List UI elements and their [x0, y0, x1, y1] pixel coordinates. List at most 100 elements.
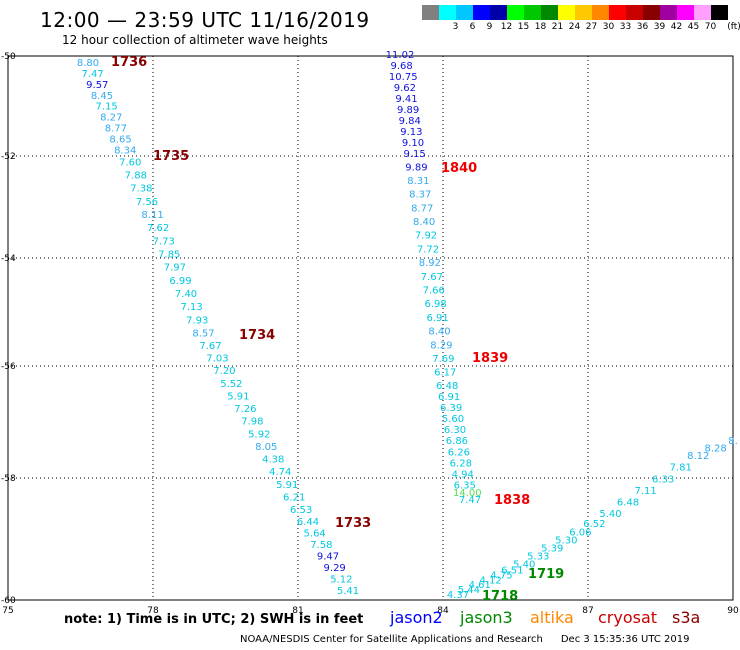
- swh-value: 6.48: [617, 497, 639, 508]
- time-label: 1733: [335, 516, 371, 531]
- swh-value: 5.41: [337, 586, 359, 597]
- swh-value: 6.91: [426, 313, 448, 324]
- swh-value: 8.11: [141, 210, 163, 221]
- swh-value: 7.85: [158, 250, 180, 261]
- swh-value: 7.58: [310, 540, 332, 551]
- swh-value: 6.30: [444, 425, 466, 436]
- swh-value: 6.91: [438, 392, 460, 403]
- legend-label: 70: [704, 22, 717, 32]
- swh-value: 5.92: [248, 429, 270, 440]
- swh-value: 9.89: [405, 162, 427, 173]
- time-label: 1736: [111, 55, 147, 70]
- swh-value: 7.38: [130, 184, 152, 195]
- footer-date: Dec 3 15:35:36 UTC 2019: [560, 634, 690, 645]
- swh-value: 4.61: [469, 580, 491, 591]
- swh-value: 4.38: [262, 455, 284, 466]
- legend-label: 36: [636, 22, 649, 32]
- footer: NOAA/NESDIS Center for Satellite Applica…: [240, 634, 689, 645]
- legend-label: 30: [602, 22, 615, 32]
- legend-unit: (ft): [727, 22, 740, 32]
- swh-value: 7.13: [180, 302, 202, 313]
- legend-label: 9: [486, 22, 493, 32]
- swh-value: 7.67: [199, 341, 221, 352]
- legend-label: 27: [585, 22, 598, 32]
- legend-swatch: [524, 5, 541, 20]
- legend-label: 15: [517, 22, 530, 32]
- time-label: 1734: [239, 328, 275, 343]
- swh-value: 8.92: [419, 258, 441, 269]
- swh-value: 6.98: [425, 299, 447, 310]
- legend-label: 18: [534, 22, 547, 32]
- swh-value: 8.34: [114, 145, 136, 156]
- legend-label: 3: [452, 22, 459, 32]
- legend-swatch: [439, 5, 456, 20]
- legend-swatch: [507, 5, 524, 20]
- swh-value: 6.99: [169, 276, 191, 287]
- swh-value: 8.40: [428, 327, 450, 338]
- lon-tick-label: 81: [292, 606, 303, 616]
- swh-value: 5.40: [599, 509, 621, 520]
- swh-value: 9.62: [394, 83, 416, 94]
- legend-swatch: [609, 5, 626, 20]
- swh-value: 9.41: [395, 94, 417, 105]
- page-title: 12:00 — 23:59 UTC 11/16/2019: [40, 8, 370, 32]
- satellite-cryosat: cryosat: [598, 608, 658, 627]
- legend-label: 12: [500, 22, 513, 32]
- swh-value: 8.27: [100, 113, 122, 124]
- swh-value: 8.31: [407, 176, 429, 187]
- legend-label: 24: [568, 22, 581, 32]
- satellite-jason3: jason3: [460, 608, 513, 627]
- lon-tick-label: 90: [727, 606, 739, 616]
- swh-value: 9.10: [402, 138, 424, 149]
- legend-swatch: [422, 5, 439, 20]
- swh-value: 7.40: [175, 289, 197, 300]
- lat-tick-label: -54: [1, 254, 16, 264]
- legend-label: 21: [551, 22, 564, 32]
- swh-value: 9.68: [390, 61, 412, 72]
- swh-value: 5.12: [330, 575, 352, 586]
- lon-tick-label: 78: [147, 606, 159, 616]
- legend-swatch: [456, 5, 473, 20]
- time-label: 1838: [494, 493, 530, 508]
- swh-value: 8.29: [430, 340, 452, 351]
- legend-swatch: [473, 5, 490, 20]
- swh-value: 7.97: [164, 263, 186, 274]
- swh-value: 7.47: [459, 495, 481, 506]
- swh-value: 6.21: [283, 492, 305, 503]
- swh-value: 7.93: [186, 315, 208, 326]
- swh-value: 6.06: [569, 527, 591, 538]
- swh-value: 5.44: [458, 585, 480, 596]
- swh-value: 7.60: [119, 157, 141, 168]
- footer-org: NOAA/NESDIS Center for Satellite Applica…: [240, 634, 543, 645]
- lat-tick-label: -52: [1, 152, 16, 162]
- legend-swatch: [711, 5, 728, 20]
- swh-value: 5.60: [442, 414, 464, 425]
- swh-value: 9.84: [399, 116, 421, 127]
- swh-value: 5.91: [227, 391, 249, 402]
- lat-tick-label: -58: [1, 474, 16, 484]
- legend-swatch: [677, 5, 694, 20]
- swh-value: 7.11: [634, 486, 656, 497]
- map-frame: [7, 55, 734, 601]
- legend-swatch: [490, 5, 507, 20]
- satellite-s3a: s3a: [672, 608, 701, 627]
- swh-value: 8.77: [105, 124, 127, 135]
- lat-tick-label: -60: [1, 596, 16, 606]
- swh-value: 7.47: [82, 69, 104, 80]
- swh-value: 7.26: [234, 404, 256, 415]
- legend-swatch: [626, 5, 643, 20]
- swh-value: 5.52: [220, 379, 242, 390]
- swh-value: 8.37: [409, 190, 431, 201]
- swh-value: 6.53: [290, 505, 312, 516]
- swh-value: 7.72: [417, 244, 439, 255]
- swh-value: 7.73: [153, 236, 175, 247]
- swh-value: 4.75: [490, 570, 512, 581]
- swh-value: 8.40: [413, 217, 435, 228]
- swh-value: 10.75: [389, 72, 418, 83]
- swh-value: 4.94: [452, 469, 474, 480]
- time-label: 1840: [441, 161, 477, 176]
- time-label: 1718: [482, 589, 518, 604]
- swh-value: 9.13: [400, 127, 422, 138]
- swh-value: 6.33: [652, 474, 674, 485]
- swh-value: 4.12: [479, 575, 501, 586]
